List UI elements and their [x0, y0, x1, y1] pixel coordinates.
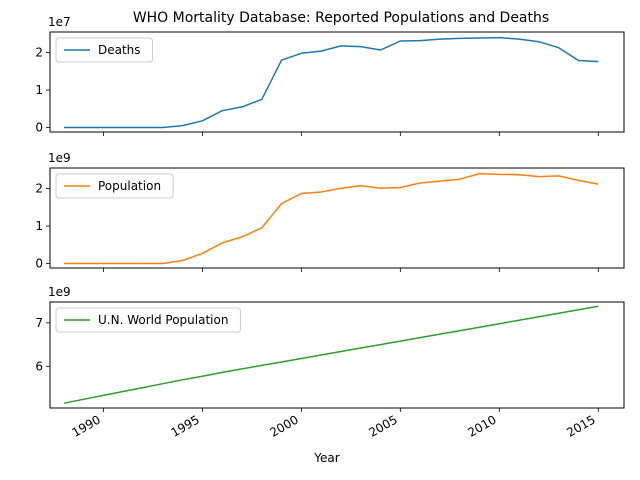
chart-title: WHO Mortality Database: Reported Populat…: [133, 10, 549, 26]
x-tick-label: 2000: [267, 412, 300, 439]
plot-area-frame: [49, 167, 625, 269]
x-tick-label: 2005: [366, 412, 399, 439]
panel-1: 0 1 2 1e7 Deaths: [35, 15, 625, 136]
y-offset-label: 1e7: [48, 15, 71, 29]
y-tick-label: 0: [35, 121, 43, 135]
panel-2: 0 1 2 1e9 Population: [35, 151, 625, 272]
x-axis-label: Year: [313, 451, 339, 465]
x-tick-label: 1995: [168, 412, 201, 439]
y-tick-label: 1: [35, 83, 43, 97]
legend-label: Deaths: [98, 43, 141, 57]
series-line-population: [63, 172, 599, 265]
x-tick-label: 2015: [564, 412, 597, 439]
y-tick-label: 1: [35, 219, 43, 233]
series-line-u-n-world-population: [63, 305, 599, 404]
plot-area-frame: [49, 31, 625, 133]
legend: U.N. World Population: [55, 307, 241, 333]
y-tick-label: 0: [35, 257, 43, 271]
y-offset-label: 1e9: [48, 285, 71, 299]
panel-3: 6 7 1e9 1990 1995 2000 2005 2010 2015 U.N. World …: [35, 285, 625, 440]
legend-label: U.N. World Population: [98, 313, 228, 327]
y-offset-label: 1e9: [48, 151, 71, 165]
y-tick-label: 6: [35, 359, 43, 373]
y-tick-label: 2: [35, 182, 43, 196]
legend: Population: [55, 173, 174, 199]
y-tick-label: 7: [35, 316, 43, 330]
legend-frame: [55, 173, 174, 199]
series-line-deaths: [63, 36, 599, 129]
legend-frame: [55, 37, 154, 63]
plot-area-frame: [49, 301, 625, 409]
legend-label: Population: [98, 179, 161, 193]
x-tick-label: 2010: [465, 412, 498, 439]
y-tick-label: 2: [35, 46, 43, 60]
x-tick-label: 1990: [69, 412, 102, 439]
legend: Deaths: [55, 37, 154, 63]
legend-frame: [55, 307, 241, 333]
